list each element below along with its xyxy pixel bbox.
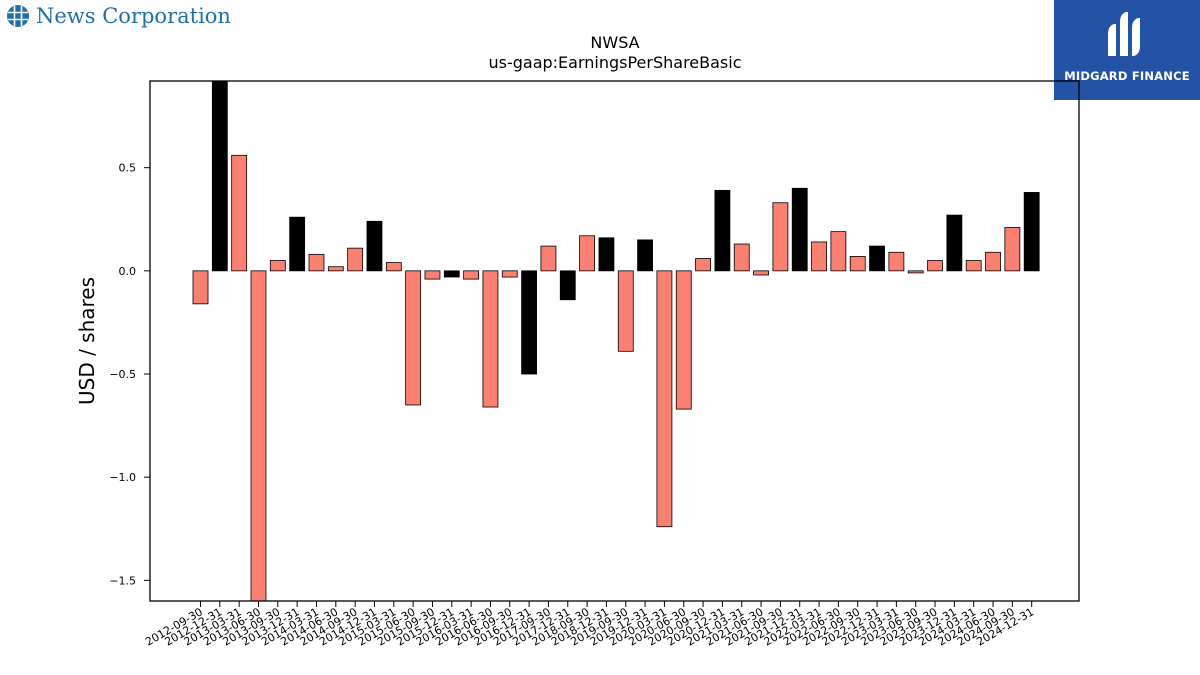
bar-2020-03-31 xyxy=(656,270,673,528)
bar-2014-09-30 xyxy=(347,247,364,272)
bar-2017-12-31 xyxy=(559,270,576,301)
bar-2022-09-30 xyxy=(849,255,866,272)
bar-2015-12-31 xyxy=(443,270,460,278)
y-tick-label: −0.5 xyxy=(109,368,136,381)
bar-2013-09-30 xyxy=(269,260,286,272)
bar-2024-03-31 xyxy=(965,260,982,272)
chart-subtitle: us-gaap:EarningsPerShareBasic xyxy=(488,53,741,72)
bar-2018-09-30 xyxy=(579,235,595,272)
bar-2016-03-31 xyxy=(463,270,480,280)
bar-2016-12-31 xyxy=(521,270,538,375)
bar-2019-12-31 xyxy=(637,239,653,272)
bar-2023-06-30 xyxy=(907,270,924,274)
bar-2023-09-30 xyxy=(927,260,943,272)
bar-2012-12-31 xyxy=(211,80,228,272)
bar-2013-06-30 xyxy=(250,270,267,602)
y-tick-label: 0.5 xyxy=(119,162,137,175)
bar-2023-12-31 xyxy=(946,214,963,272)
midgard-mark-icon xyxy=(1108,12,1140,56)
bar-2015-06-30 xyxy=(405,270,422,406)
bar-2024-06-30 xyxy=(985,251,1001,272)
midgard-finance-wordmark: MIDGARD FINANCE xyxy=(1064,69,1190,83)
globe-icon xyxy=(7,5,29,27)
midgard-finance-logo: MIDGARD FINANCE xyxy=(1054,0,1200,100)
y-tick-label: −1.5 xyxy=(109,574,136,587)
bar-2015-03-31 xyxy=(385,262,402,272)
bar-2012-09-30 xyxy=(192,270,209,305)
bar-2021-03-31 xyxy=(733,243,750,272)
bar-2022-03-31 xyxy=(811,241,827,272)
bar-2023-03-31 xyxy=(888,251,905,272)
bar-2019-09-30 xyxy=(617,270,634,352)
news-corporation-wordmark: News Corporation xyxy=(36,4,231,28)
x-axis: 2012-09-302012-12-312013-03-312013-06-30… xyxy=(143,601,1036,649)
chart-title: NWSA xyxy=(590,33,639,52)
bar-2024-12-31 xyxy=(1023,192,1040,272)
bar-2021-12-31 xyxy=(791,187,808,272)
bar-2016-09-30 xyxy=(501,270,518,278)
bar-2018-12-31 xyxy=(598,237,615,272)
bar-2015-09-30 xyxy=(424,270,441,280)
bar-2022-06-30 xyxy=(830,231,847,272)
bar-2014-06-30 xyxy=(327,266,344,272)
bars-group xyxy=(192,80,1040,602)
y-tick-label: −1.0 xyxy=(109,471,136,484)
y-axis: −1.5 −1.0 −0.5 0.0 0.5 xyxy=(109,162,150,587)
bar-2020-06-30 xyxy=(675,270,692,410)
bar-2021-09-30 xyxy=(772,202,789,272)
bar-2022-12-31 xyxy=(869,245,885,272)
y-axis-label: USD / shares xyxy=(75,277,99,405)
news-corporation-logo: News Corporation xyxy=(6,4,231,28)
bar-2014-12-31 xyxy=(366,220,383,272)
bar-2016-06-30 xyxy=(482,270,499,408)
bar-2017-09-30 xyxy=(540,245,557,272)
bar-2020-12-31 xyxy=(714,189,731,272)
plot-frame xyxy=(149,80,1080,602)
bar-2021-06-30 xyxy=(753,270,769,276)
bar-2024-09-30 xyxy=(1004,227,1021,272)
bar-2013-12-31 xyxy=(289,216,306,272)
bar-2020-09-30 xyxy=(695,258,711,272)
bar-2014-03-31 xyxy=(308,253,325,272)
y-tick-label: 0.0 xyxy=(119,265,137,278)
bar-2013-03-31 xyxy=(231,154,248,272)
